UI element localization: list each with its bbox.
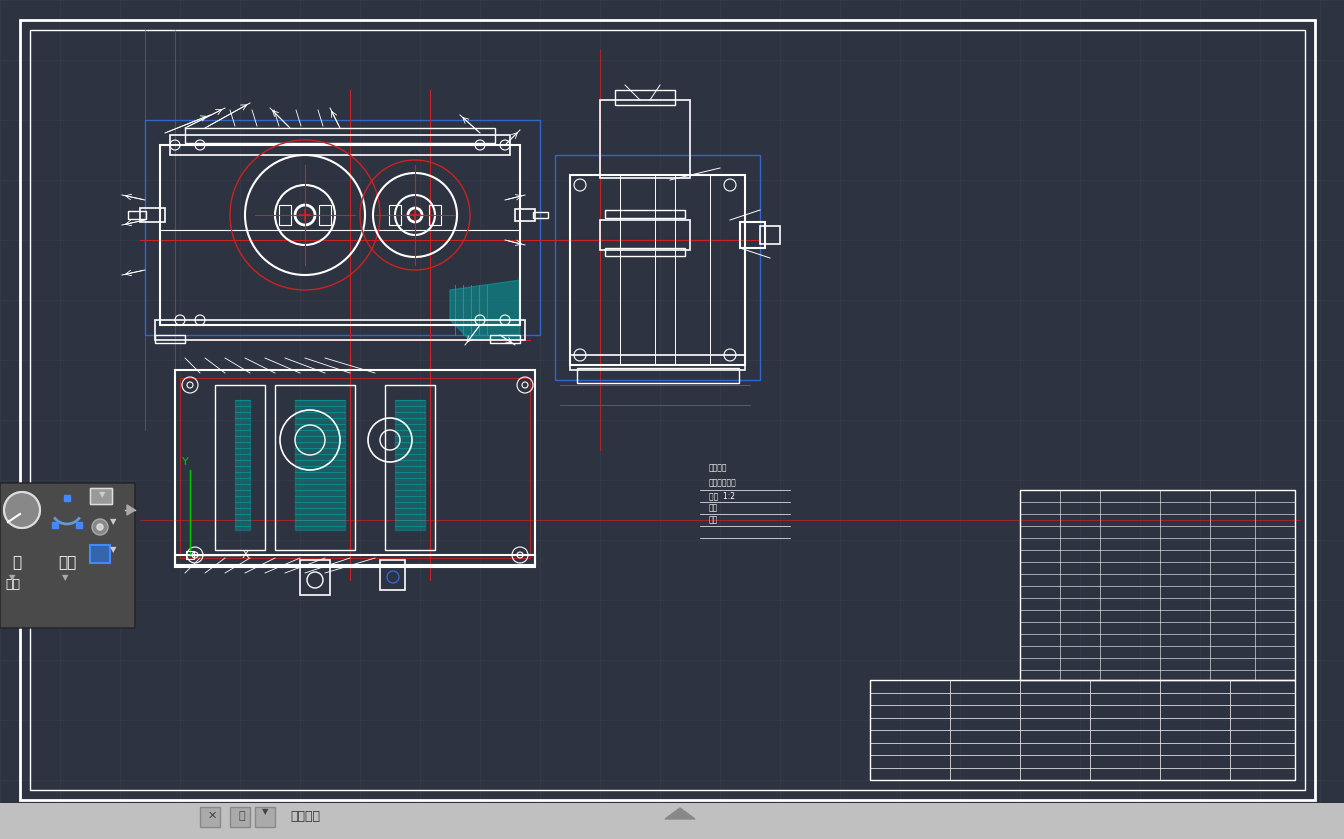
Bar	[759, 226, 780, 244]
Bar	[128, 211, 146, 219]
Text: 减速器总装图: 减速器总装图	[710, 478, 737, 487]
Circle shape	[4, 492, 40, 528]
Bar	[741, 222, 765, 248]
Bar	[605, 248, 685, 256]
Text: X: X	[241, 550, 249, 560]
Text: 🔍: 🔍	[239, 811, 246, 821]
Polygon shape	[294, 400, 345, 530]
Bar	[384, 385, 435, 550]
Text: 圆弧: 圆弧	[58, 555, 77, 570]
Text: ▼: ▼	[110, 545, 116, 554]
Bar	[280, 205, 292, 225]
Bar	[65, 495, 70, 501]
Bar	[185, 551, 194, 559]
Bar	[605, 210, 685, 218]
Circle shape	[91, 519, 108, 535]
Text: Y: Y	[181, 457, 188, 467]
Bar	[175, 370, 535, 565]
Bar	[570, 355, 745, 370]
Bar	[577, 368, 739, 383]
Text: 质量: 质量	[710, 503, 718, 512]
Polygon shape	[235, 400, 250, 530]
Bar	[555, 155, 759, 380]
Text: 绘图: 绘图	[5, 578, 20, 591]
Bar	[140, 208, 165, 222]
Text: ✕: ✕	[207, 811, 216, 821]
Text: 比例  1:2: 比例 1:2	[710, 491, 735, 500]
Bar	[230, 807, 250, 827]
Bar	[429, 205, 441, 225]
Bar	[300, 560, 331, 595]
Bar	[534, 212, 548, 218]
Text: ▼: ▼	[98, 490, 105, 499]
Bar	[388, 205, 401, 225]
Bar	[599, 220, 689, 250]
Bar	[616, 90, 675, 105]
Bar	[319, 205, 331, 225]
Bar	[515, 209, 535, 221]
Bar	[185, 128, 495, 143]
Text: ▼: ▼	[262, 807, 269, 816]
Bar	[90, 488, 112, 504]
Bar	[145, 120, 540, 335]
Bar	[255, 807, 276, 827]
Bar	[175, 555, 535, 567]
Bar	[77, 522, 82, 528]
Bar	[870, 680, 1296, 780]
Bar	[90, 545, 110, 563]
Bar	[180, 378, 530, 558]
Polygon shape	[126, 505, 134, 515]
Text: 键入命令: 键入命令	[290, 810, 320, 824]
Text: ▼: ▼	[9, 573, 15, 582]
Bar	[1020, 490, 1296, 680]
Text: ▼: ▼	[110, 517, 116, 526]
Bar	[155, 320, 526, 340]
Bar	[215, 385, 265, 550]
Circle shape	[97, 524, 103, 530]
Bar	[0, 803, 1344, 839]
Bar	[200, 807, 220, 827]
Bar	[90, 488, 112, 504]
Bar	[52, 522, 58, 528]
Bar	[491, 335, 520, 343]
Text: 圆: 圆	[12, 555, 22, 570]
Bar	[155, 335, 185, 343]
Bar	[570, 175, 745, 365]
Text: 图号: 图号	[710, 515, 718, 524]
Bar	[380, 560, 405, 590]
Bar	[169, 135, 509, 155]
FancyBboxPatch shape	[0, 483, 134, 628]
Text: ▼: ▼	[62, 573, 69, 582]
Polygon shape	[665, 808, 695, 819]
Polygon shape	[450, 280, 520, 340]
Bar	[276, 385, 355, 550]
Text: 名称说明: 名称说明	[710, 463, 727, 472]
Bar	[160, 145, 520, 325]
Polygon shape	[395, 400, 425, 530]
Bar	[599, 100, 689, 178]
